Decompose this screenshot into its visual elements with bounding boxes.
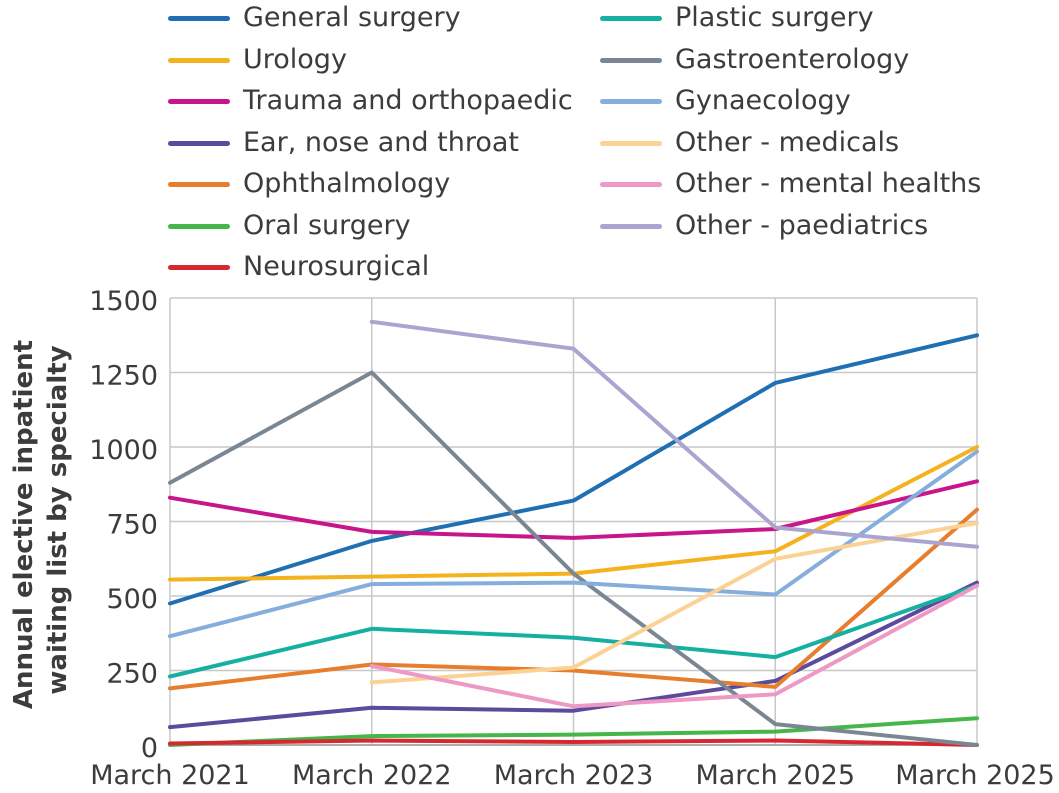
legend-swatch-neurosurgical bbox=[168, 265, 230, 270]
x-tick-label-4: March 2025 bbox=[895, 760, 1055, 791]
legend-label-gastroenterology: Gastroenterology bbox=[675, 43, 910, 75]
legend-label-other-paediatrics: Other - paediatrics bbox=[675, 209, 929, 241]
legend-label-urology: Urology bbox=[243, 43, 347, 75]
legend-swatch-other-mental-healths bbox=[600, 182, 662, 187]
x-tick-label-0: March 2021 bbox=[90, 760, 250, 791]
y-tick-label-250: 250 bbox=[106, 659, 158, 690]
y-tick-label-1500: 1500 bbox=[89, 286, 158, 317]
series-layer bbox=[168, 319, 979, 747]
x-tick-label-3: March 2025 bbox=[695, 760, 855, 791]
legend-swatch-gynaecology bbox=[600, 99, 662, 104]
legend-label-ophthalmology: Ophthalmology bbox=[243, 168, 451, 199]
legend-swatch-ear-nose-and-throat bbox=[168, 140, 230, 146]
series-line-other-paediatrics bbox=[369, 319, 979, 549]
legend-label-other-medicals: Other - medicals bbox=[675, 126, 900, 158]
axis-layer: 0 250 500 750 1000 1250 1500 March 2021 March 20… bbox=[89, 286, 1055, 791]
legend-label-neurosurgical: Neurosurgical bbox=[243, 251, 430, 282]
legend-swatch-urology bbox=[168, 57, 230, 63]
legend-swatch-other-paediatrics bbox=[600, 223, 662, 229]
legend-label-general-surgery: General surgery bbox=[243, 2, 461, 33]
legend-label-oral-surgery: Oral surgery bbox=[243, 209, 411, 241]
legend-label-gynaecology: Gynaecology bbox=[675, 85, 851, 116]
y-tick-label-1250: 1250 bbox=[89, 361, 158, 392]
y-tick-label-500: 500 bbox=[106, 584, 158, 615]
series-line-other-medicals bbox=[369, 521, 979, 685]
y-axis-title: Annual elective inpatient waiting list b… bbox=[9, 331, 73, 709]
legend-swatch-general-surgery bbox=[168, 16, 230, 21]
x-tick-label-1: March 2022 bbox=[292, 760, 452, 791]
y-axis-title-line-1: Annual elective inpatient bbox=[9, 340, 39, 709]
legend-swatch-plastic-surgery bbox=[600, 16, 662, 21]
y-axis-title-line-2: waiting list by specialty bbox=[43, 345, 73, 694]
legend-swatch-ophthalmology bbox=[168, 182, 230, 187]
legend-label-ear-nose-and-throat: Ear, nose and throat bbox=[243, 126, 519, 158]
legend-label-trauma-and-orthopaedic: Trauma and orthopaedic bbox=[243, 85, 573, 116]
y-tick-label-1000: 1000 bbox=[89, 435, 158, 466]
legend-swatch-other-medicals bbox=[600, 140, 662, 146]
legend-swatch-trauma-and-orthopaedic bbox=[168, 99, 230, 104]
x-tick-label-2: March 2023 bbox=[494, 760, 654, 791]
y-tick-label-0: 0 bbox=[141, 733, 158, 764]
legend-swatch-oral-surgery bbox=[168, 223, 230, 229]
legend-label-other-mental-healths: Other - mental healths bbox=[675, 168, 982, 199]
legend-swatch-gastroenterology bbox=[600, 57, 662, 63]
y-tick-label-750: 750 bbox=[106, 510, 158, 541]
series-line-other-mental-healths bbox=[369, 583, 979, 709]
legend-label-plastic-surgery: Plastic surgery bbox=[675, 2, 874, 33]
